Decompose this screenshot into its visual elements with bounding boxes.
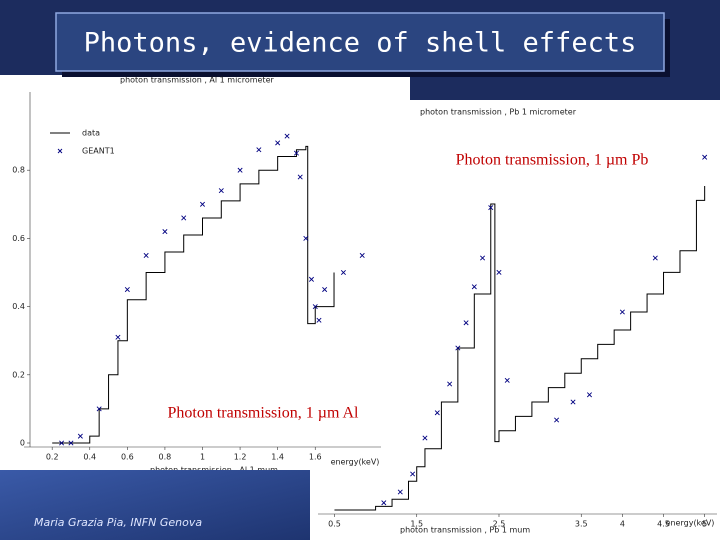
marker xyxy=(359,252,365,258)
marker xyxy=(237,167,243,173)
plot-panel xyxy=(405,100,720,540)
marker xyxy=(488,205,494,211)
x-tick-label: 1.5 xyxy=(410,520,423,529)
legend-label: data xyxy=(82,129,100,138)
x-tick-label: 4.5 xyxy=(657,520,670,529)
footer-band xyxy=(0,470,310,540)
marker xyxy=(340,269,346,276)
x-tick-label: 0.5 xyxy=(328,520,341,529)
marker xyxy=(410,471,416,477)
unit-label: energy(keV) xyxy=(666,519,715,528)
y-tick-label: 0.2 xyxy=(12,370,25,379)
marker xyxy=(397,489,403,495)
legend-swatch xyxy=(57,148,63,154)
marker xyxy=(162,229,168,235)
marker xyxy=(218,188,224,194)
marker xyxy=(455,345,461,351)
marker xyxy=(504,377,510,383)
marker xyxy=(570,399,576,405)
marker xyxy=(115,334,121,340)
marker xyxy=(256,147,262,153)
x-tick-label: 0.6 xyxy=(121,453,134,462)
marker xyxy=(316,317,322,323)
marker xyxy=(322,287,328,293)
marker xyxy=(554,417,560,423)
x-tick-label: 4 xyxy=(620,520,625,529)
chart: photon transmission , Al 1 micrometer 0.2… xyxy=(12,76,381,475)
x-tick-label: 0.4 xyxy=(83,453,96,462)
y-tick-label: 0.8 xyxy=(12,166,25,175)
marker xyxy=(471,284,477,290)
marker xyxy=(124,287,130,293)
x-tick-label: 2.5 xyxy=(493,520,506,529)
x-tick-label: 1.2 xyxy=(234,453,247,462)
marker xyxy=(68,440,74,446)
plot-panel xyxy=(310,470,720,540)
x-tick-label: 3.5 xyxy=(575,520,588,529)
annotation: Photon transmission, 1 µm Pb xyxy=(456,152,649,169)
marker xyxy=(96,406,102,412)
chart-title: photon transmission , Pb 1 micrometer xyxy=(420,108,577,117)
marker xyxy=(284,133,290,139)
x-tick-label: 1 xyxy=(200,453,205,462)
x-tick-label: 1.6 xyxy=(309,453,322,462)
marker xyxy=(496,269,502,275)
annotation: Photon transmission, 1 µm Al xyxy=(167,405,359,422)
unit-label: energy(keV) xyxy=(331,458,380,467)
x-axis-label: photon transmission , Al 1 mum xyxy=(150,466,278,475)
plot-panel xyxy=(0,75,410,470)
marker xyxy=(59,440,65,446)
marker xyxy=(303,235,309,241)
marker xyxy=(422,435,428,441)
title-box xyxy=(55,12,665,72)
data-line xyxy=(52,145,335,444)
slide-title: Photons, evidence of shell effects xyxy=(84,28,637,59)
marker xyxy=(434,410,440,416)
marker xyxy=(312,304,318,310)
marker xyxy=(181,215,187,221)
footer-text: Maria Grazia Pia, INFN Genova xyxy=(34,516,202,529)
marker xyxy=(275,140,281,146)
data-line xyxy=(334,186,706,511)
marker xyxy=(297,174,303,180)
marker xyxy=(308,276,314,282)
marker xyxy=(463,320,469,326)
x-tick-label: 5 xyxy=(702,520,707,529)
marker xyxy=(619,309,625,315)
legend-label: GEANT1 xyxy=(82,147,115,156)
marker xyxy=(77,433,83,439)
y-tick-label: 0.6 xyxy=(12,234,25,243)
y-tick-label: 0 xyxy=(20,439,25,448)
marker xyxy=(480,255,486,261)
marker xyxy=(702,154,708,160)
x-tick-label: 1.4 xyxy=(271,453,284,462)
marker xyxy=(143,252,149,258)
x-tick-label: 0.2 xyxy=(46,453,59,462)
marker xyxy=(199,201,206,207)
marker xyxy=(381,500,387,506)
x-tick-label: 0.8 xyxy=(159,453,172,462)
chart-title: photon transmission , Al 1 micrometer xyxy=(120,76,274,85)
chart: photon transmission , Pb 1 micrometer 0.5… xyxy=(318,108,717,535)
marker xyxy=(447,381,453,387)
marker xyxy=(652,255,658,261)
marker xyxy=(293,150,299,156)
y-tick-label: 0.4 xyxy=(12,302,25,311)
marker xyxy=(586,392,593,398)
x-axis-label: photon transmission , Pb 1 mum xyxy=(400,526,530,535)
